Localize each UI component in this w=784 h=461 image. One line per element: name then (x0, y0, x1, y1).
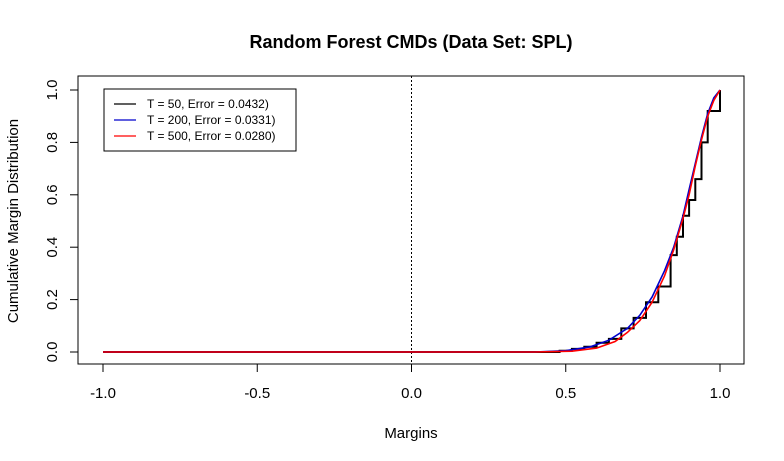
legend: T = 50, Error = 0.0432) T = 200, Error = … (103, 88, 297, 152)
x-tick-label: -0.5 (244, 385, 270, 402)
y-tick-label: 0.2 (44, 289, 61, 310)
x-axis-label: Margins (384, 425, 437, 442)
y-tick-label: 1.0 (44, 80, 61, 101)
legend-label-2: T = 500, Error = 0.0280) (147, 129, 276, 143)
legend-label-0: T = 50, Error = 0.0432) (147, 97, 269, 111)
x-axis: -1.0 -0.5 0.0 0.5 1.0 (90, 363, 731, 402)
y-axis: 0.0 0.2 0.4 0.6 0.8 1.0 (44, 80, 79, 363)
x-tick-label: -1.0 (90, 385, 116, 402)
chart-title: Random Forest CMDs (Data Set: SPL) (249, 32, 572, 52)
x-tick-label: 0.0 (401, 385, 422, 402)
y-tick-label: 0.8 (44, 132, 61, 153)
legend-label-1: T = 200, Error = 0.0331) (147, 113, 276, 127)
x-tick-label: 1.0 (710, 385, 731, 402)
y-tick-label: 0.4 (44, 237, 61, 258)
series-lines (103, 89, 721, 353)
y-tick-label: 0.6 (44, 184, 61, 205)
x-tick-label: 0.5 (555, 385, 576, 402)
series-line-2 (103, 89, 721, 353)
y-axis-label: Cumulative Margin Distribution (5, 119, 22, 323)
y-tick-label: 0.0 (44, 342, 61, 363)
